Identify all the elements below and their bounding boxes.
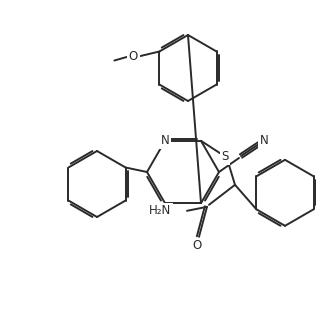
Text: O: O <box>129 50 138 63</box>
Text: H₂N: H₂N <box>149 204 171 217</box>
Text: N: N <box>260 134 268 147</box>
Text: S: S <box>221 150 229 163</box>
Text: O: O <box>192 239 202 252</box>
Text: N: N <box>161 134 169 147</box>
